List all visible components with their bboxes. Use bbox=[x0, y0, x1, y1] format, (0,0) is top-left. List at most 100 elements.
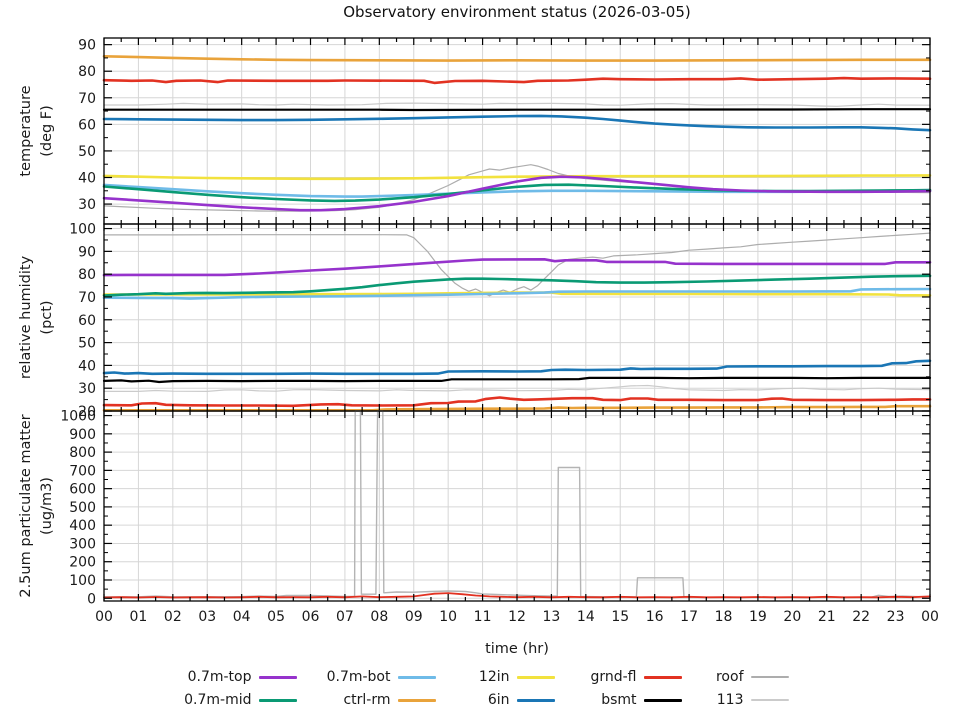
xtick-label: 22 bbox=[852, 609, 870, 625]
ytick-label-pm25: 700 bbox=[69, 463, 96, 479]
ytick-label-temperature: 90 bbox=[78, 38, 96, 54]
series-113-humidity bbox=[103, 384, 931, 392]
series-6in-humidity bbox=[102, 359, 932, 376]
ytick-label-pm25: 900 bbox=[69, 427, 96, 443]
legend-label-0.7m-top: 0.7m-top bbox=[187, 669, 252, 685]
xtick-label: 00 bbox=[921, 609, 939, 625]
legend-line-6in bbox=[516, 698, 555, 702]
xtick-label: 15 bbox=[611, 609, 629, 625]
ytick-label-pm25: 200 bbox=[69, 555, 96, 571]
ytick-label-temperature: 80 bbox=[78, 64, 96, 80]
yaxis-label-temperature-line1: (deg F) bbox=[39, 105, 55, 157]
ytick-label-pm25: 100 bbox=[69, 573, 96, 589]
yaxis-label-temperature-line0: temperature bbox=[18, 85, 34, 176]
xtick-label: 14 bbox=[577, 609, 595, 625]
ytick-label-humidity: 50 bbox=[78, 336, 96, 352]
series-0.7m-top-temperature bbox=[102, 175, 932, 212]
xaxis-label: time (hr) bbox=[485, 641, 549, 657]
xtick-label: 03 bbox=[198, 609, 216, 625]
xtick-label: 07 bbox=[336, 609, 354, 625]
legend-row-1: 0.7m-mid ctrl-rm 6in bsmt 113 bbox=[172, 689, 789, 711]
legend-item-12in: 12in bbox=[464, 669, 555, 685]
legend-label-12in: 12in bbox=[478, 669, 510, 685]
panel-humidity: 20 30 40 50 60 70 80 90 100 relative humidity (pct… bbox=[18, 222, 932, 420]
legend-label-bsmt: bsmt bbox=[601, 692, 637, 708]
legend-line-0.7m-top bbox=[258, 675, 297, 679]
xtick-label: 13 bbox=[543, 609, 561, 625]
xtick-label: 20 bbox=[783, 609, 801, 625]
series-0.7m-mid-humidity bbox=[102, 274, 932, 297]
ytick-label-humidity: 100 bbox=[69, 222, 96, 238]
xtick-label: 02 bbox=[164, 609, 182, 625]
legend-label-ctrl-rm: ctrl-rm bbox=[343, 692, 391, 708]
chart-title: Observatory environment status (2026-03-… bbox=[343, 3, 691, 21]
legend-line-0.7m-mid bbox=[258, 698, 297, 702]
ytick-label-humidity: 20 bbox=[78, 404, 96, 420]
ytick-label-temperature: 70 bbox=[78, 91, 96, 107]
ytick-label-pm25: 800 bbox=[69, 445, 96, 461]
series-bsmt-temperature bbox=[102, 108, 932, 112]
legend-item-grnd-fl: grnd-fl bbox=[583, 669, 682, 685]
xtick-label: 06 bbox=[302, 609, 320, 625]
ytick-label-temperature: 30 bbox=[78, 197, 96, 213]
ytick-label-humidity: 80 bbox=[78, 267, 96, 283]
ytick-label-temperature: 50 bbox=[78, 144, 96, 160]
xtick-label: 04 bbox=[233, 609, 251, 625]
legend-line-0.7m-bot bbox=[397, 675, 436, 679]
xtick-label: 21 bbox=[818, 609, 836, 625]
legend-label-grnd-fl: grnd-fl bbox=[590, 669, 637, 685]
legend-item-roof: roof bbox=[710, 669, 789, 685]
legend-line-grnd-fl bbox=[643, 675, 682, 679]
xtick-label: 16 bbox=[646, 609, 664, 625]
ytick-label-humidity: 30 bbox=[78, 381, 96, 397]
legend-item-0.7m-mid: 0.7m-mid bbox=[172, 692, 297, 708]
ytick-label-humidity: 60 bbox=[78, 313, 96, 329]
series-roof-humidity bbox=[103, 232, 931, 297]
series-bsmt-humidity bbox=[102, 376, 932, 384]
yaxis-label-humidity-line0: relative humidity bbox=[18, 255, 34, 379]
series-6in-temperature bbox=[102, 114, 932, 132]
ytick-label-humidity: 90 bbox=[78, 244, 96, 260]
series-grnd-fl-pm25 bbox=[103, 592, 931, 599]
legend-label-0.7m-mid: 0.7m-mid bbox=[184, 692, 252, 708]
xtick-label: 01 bbox=[130, 609, 148, 625]
xtick-label: 12 bbox=[508, 609, 526, 625]
series-0.7m-top-humidity bbox=[102, 257, 932, 277]
series-0.7m-bot-humidity bbox=[102, 287, 932, 300]
legend-item-0.7m-bot: 0.7m-bot bbox=[325, 669, 436, 685]
legend-label-0.7m-bot: 0.7m-bot bbox=[326, 669, 391, 685]
ytick-label-humidity: 40 bbox=[78, 358, 96, 374]
legend-item-ctrl-rm: ctrl-rm bbox=[325, 692, 436, 708]
legend-line-12in bbox=[516, 675, 555, 679]
legend-line-roof bbox=[750, 676, 789, 678]
legend-item-6in: 6in bbox=[464, 692, 555, 708]
xtick-label: 08 bbox=[370, 609, 388, 625]
series-grnd-fl-humidity bbox=[102, 396, 932, 408]
ytick-label-pm25: 400 bbox=[69, 518, 96, 534]
panel-pm25: 0 100 200 300 400 500 600 700 800 900 1000 2.5um pa… bbox=[18, 409, 931, 607]
series-12in-temperature bbox=[102, 174, 932, 181]
ytick-label-pm25: 300 bbox=[69, 536, 96, 552]
xtick-label: 23 bbox=[887, 609, 905, 625]
yaxis-label-pm25-line0: 2.5um particulate matter bbox=[18, 414, 34, 597]
xtick-label: 18 bbox=[715, 609, 733, 625]
legend-line-bsmt bbox=[643, 698, 682, 702]
xtick-label: 05 bbox=[267, 609, 285, 625]
xtick-label: 19 bbox=[749, 609, 767, 625]
xtick-label: 09 bbox=[405, 609, 423, 625]
legend-item-113: 113 bbox=[710, 692, 789, 708]
legend-label-6in: 6in bbox=[487, 692, 510, 708]
ytick-label-humidity: 70 bbox=[78, 290, 96, 306]
legend-line-113 bbox=[750, 699, 789, 701]
series-ctrl-rm-temperature bbox=[102, 54, 932, 62]
ytick-label-pm25: 1000 bbox=[60, 409, 96, 425]
panel-temperature: 30 40 50 60 70 80 90 temperature (deg F) bbox=[18, 37, 932, 225]
xtick-label: 10 bbox=[439, 609, 457, 625]
legend-label-113: 113 bbox=[716, 692, 744, 708]
yaxis-label-humidity-line1: (pct) bbox=[39, 300, 55, 334]
ytick-label-pm25: 0 bbox=[87, 591, 96, 607]
legend-line-ctrl-rm bbox=[397, 698, 436, 702]
series-113-temperature bbox=[103, 102, 931, 107]
legend-item-0.7m-top: 0.7m-top bbox=[172, 669, 297, 685]
